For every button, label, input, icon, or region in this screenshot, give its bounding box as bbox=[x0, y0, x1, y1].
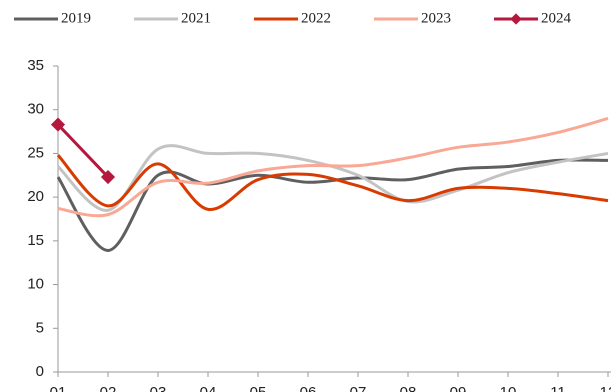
x-tick-label: 12 bbox=[600, 384, 611, 392]
series-line bbox=[56, 154, 609, 211]
legend-marker bbox=[510, 13, 522, 25]
legend-label: 2021 bbox=[181, 10, 211, 26]
x-tick-label: 04 bbox=[200, 384, 217, 392]
x-tick-label: 02 bbox=[100, 384, 117, 392]
y-tick-label: 10 bbox=[27, 276, 44, 293]
legend-label: 2023 bbox=[421, 10, 451, 26]
series-line bbox=[56, 158, 609, 252]
y-tick-label: 30 bbox=[27, 101, 44, 118]
legend-label: 2022 bbox=[301, 10, 331, 26]
x-tick-label: 03 bbox=[150, 384, 167, 392]
y-tick-label: 15 bbox=[27, 232, 44, 249]
x-tick-label: 09 bbox=[450, 384, 467, 392]
x-tick-label: 06 bbox=[300, 384, 317, 392]
x-tick-label: 10 bbox=[500, 384, 517, 392]
legend-label: 2019 bbox=[61, 10, 91, 26]
x-tick-label: 08 bbox=[400, 384, 417, 392]
legend-label: 2024 bbox=[541, 10, 572, 26]
y-tick-label: 35 bbox=[27, 57, 44, 74]
x-tick-label: 01 bbox=[50, 384, 67, 392]
y-tick-label: 20 bbox=[27, 188, 44, 205]
y-tick-label: 5 bbox=[36, 319, 44, 336]
series-line bbox=[56, 123, 110, 179]
y-tick-label: 25 bbox=[27, 144, 44, 161]
series-line bbox=[57, 117, 609, 218]
legend: 2019 2021 2022 2023 2024 bbox=[14, 10, 572, 26]
x-tick-label: 11 bbox=[550, 384, 566, 392]
y-tick-label: 0 bbox=[36, 363, 44, 380]
x-tick-label: 05 bbox=[250, 384, 267, 392]
x-tick-label: 07 bbox=[350, 384, 367, 392]
